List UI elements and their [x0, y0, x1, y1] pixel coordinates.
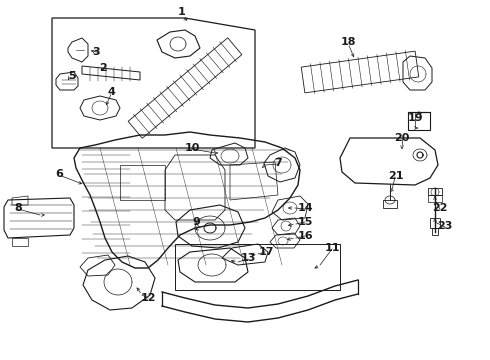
Text: 7: 7 — [274, 158, 282, 168]
Text: 19: 19 — [407, 113, 423, 123]
Text: 6: 6 — [55, 169, 63, 179]
Text: 4: 4 — [107, 87, 115, 97]
Text: 17: 17 — [258, 247, 274, 257]
Text: 14: 14 — [297, 203, 313, 213]
Text: 20: 20 — [394, 133, 410, 143]
Text: 23: 23 — [437, 221, 453, 231]
Text: 15: 15 — [297, 217, 313, 227]
Text: 16: 16 — [297, 231, 313, 241]
Text: 5: 5 — [68, 71, 76, 81]
Text: 1: 1 — [178, 7, 186, 17]
Text: 12: 12 — [140, 293, 156, 303]
Text: 9: 9 — [192, 217, 200, 227]
Text: 11: 11 — [324, 243, 340, 253]
Text: 18: 18 — [340, 37, 356, 47]
Text: 2: 2 — [99, 63, 107, 73]
Text: 8: 8 — [14, 203, 22, 213]
Text: 3: 3 — [92, 47, 100, 57]
Text: 21: 21 — [388, 171, 404, 181]
Text: 10: 10 — [184, 143, 200, 153]
Text: 13: 13 — [240, 253, 256, 263]
Text: 22: 22 — [432, 203, 448, 213]
